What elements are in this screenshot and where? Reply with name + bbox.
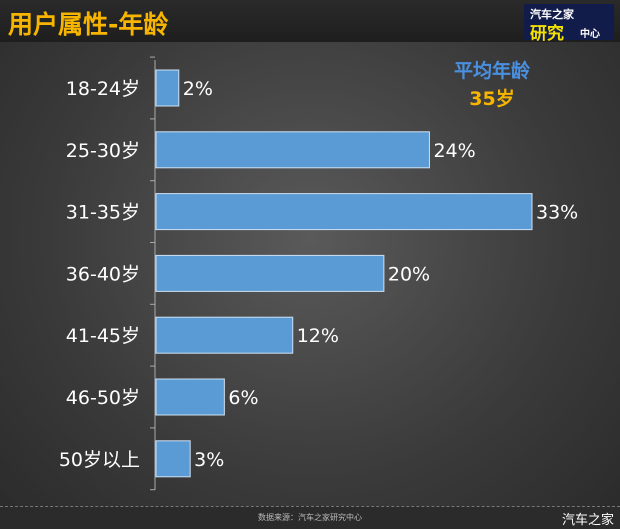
data-label: 33% [536,202,578,224]
data-label: 2% [183,78,213,100]
category-label: 46-50岁 [66,387,140,409]
footer: 数据来源：汽车之家研究中心 汽车之家 [0,506,620,529]
bar [155,69,180,107]
category-label: 36-40岁 [66,263,140,285]
average-age-label: 平均年龄 [453,60,530,82]
bar [155,316,294,354]
data-label: 20% [388,263,430,285]
data-label: 3% [194,449,224,471]
logo-line2: 研究 [530,24,564,44]
logo-line1: 汽车之家 [530,8,574,21]
category-label: 18-24岁 [66,78,140,100]
title-bar: 用户属性-年龄 汽车之家 研究 中心 [0,0,620,44]
data-label: 12% [297,325,339,347]
average-age-value: 35岁 [469,88,515,110]
brand-watermark: 汽车之家 [561,513,614,528]
bar [155,193,533,231]
category-label: 25-30岁 [66,140,140,162]
bar [155,378,225,416]
page-title: 用户属性-年龄 [8,10,169,39]
data-label: 6% [228,387,258,409]
research-center-logo: 汽车之家 研究 中心 [524,4,614,44]
data-label: 24% [433,140,475,162]
data-source: 数据来源：汽车之家研究中心 [258,513,362,522]
bar [155,254,385,292]
category-label: 50岁以上 [59,449,140,471]
logo-line3: 中心 [580,29,600,40]
category-label: 31-35岁 [66,202,140,224]
category-label: 41-45岁 [66,325,140,347]
bar [155,440,191,478]
bar [155,131,430,169]
